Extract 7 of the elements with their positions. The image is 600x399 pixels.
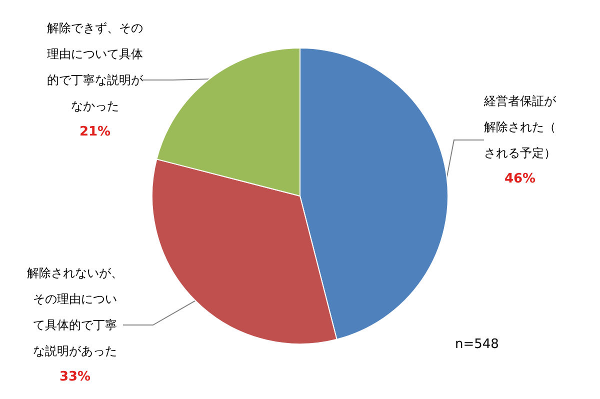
data-label: 21% [79,124,111,140]
slice-label: 経営者保証が解除された（される予定） [483,94,557,160]
text: n=548 [455,337,499,352]
slice-label: 解除されないが、その理由について具体的で丁寧な説明があった [27,266,123,358]
slice-label: 解除できず、その理由について具体的で丁寧な説明がなかった [47,21,144,113]
data-label: 33% [59,370,91,384]
data-label: 46% [504,172,536,186]
